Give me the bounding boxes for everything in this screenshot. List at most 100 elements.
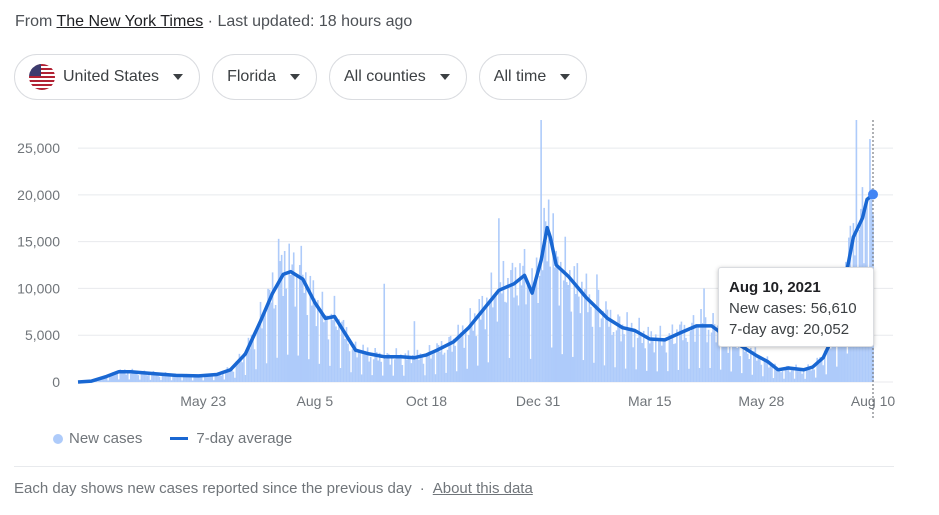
new-cases-bar bbox=[661, 345, 663, 382]
new-cases-bar bbox=[137, 375, 140, 382]
new-cases-bar bbox=[146, 375, 149, 382]
new-cases-bar bbox=[680, 321, 683, 382]
new-cases-bar bbox=[650, 331, 653, 382]
new-cases-bar bbox=[125, 374, 128, 382]
new-cases-bar bbox=[360, 374, 363, 382]
new-cases-bar bbox=[264, 309, 266, 382]
new-cases-bar bbox=[407, 350, 410, 382]
new-cases-bar bbox=[375, 352, 378, 382]
new-cases-bar bbox=[255, 369, 257, 382]
new-cases-bar bbox=[427, 353, 429, 382]
new-cases-bar bbox=[439, 351, 441, 382]
new-cases-bar bbox=[434, 374, 437, 382]
new-cases-bar bbox=[645, 370, 648, 382]
about-data-link[interactable]: About this data bbox=[432, 480, 533, 497]
new-cases-bar bbox=[486, 297, 488, 382]
new-cases-bar bbox=[280, 254, 283, 382]
new-cases-bar bbox=[575, 294, 577, 382]
new-cases-bar bbox=[368, 361, 370, 382]
new-cases-bar bbox=[673, 344, 675, 382]
time-range-filter[interactable]: All time bbox=[478, 54, 588, 100]
new-cases-bar bbox=[558, 305, 561, 382]
x-tick-label: May 23 bbox=[180, 393, 226, 409]
new-cases-bar bbox=[363, 351, 366, 382]
last-updated: · Last updated: 18 hours ago bbox=[207, 13, 413, 30]
new-cases-bar bbox=[790, 367, 793, 382]
new-cases-bar bbox=[504, 301, 506, 382]
new-cases-bar bbox=[784, 369, 787, 382]
new-cases-bar bbox=[728, 335, 731, 382]
new-cases-bar bbox=[203, 376, 206, 382]
new-cases-bar bbox=[775, 366, 778, 382]
x-tick-label: Mar 15 bbox=[628, 393, 672, 409]
new-cases-bar bbox=[763, 359, 766, 382]
new-cases-bar bbox=[279, 261, 281, 382]
new-cases-bar bbox=[178, 376, 180, 382]
county-filter[interactable]: All counties bbox=[328, 54, 467, 100]
x-tick-label: Aug 10 bbox=[851, 393, 896, 409]
new-cases-bar bbox=[418, 359, 420, 382]
county-filter-label: All counties bbox=[343, 68, 426, 85]
new-cases-bar bbox=[529, 358, 532, 382]
new-cases-bar bbox=[300, 245, 303, 382]
new-cases-bar bbox=[671, 324, 674, 382]
new-cases-bar bbox=[231, 366, 233, 382]
new-cases-bar bbox=[202, 380, 205, 382]
cases-chart[interactable]: 0 5,000 10,000 15,000 20,000 25,000 May 23 Aug … bbox=[0, 110, 939, 420]
new-cases-bar bbox=[219, 372, 221, 382]
new-cases-bar bbox=[324, 315, 327, 382]
source-publisher-link[interactable]: The New York Times bbox=[56, 13, 204, 30]
new-cases-bar bbox=[823, 350, 826, 382]
new-cases-bar bbox=[173, 373, 176, 382]
new-cases-bar bbox=[354, 341, 357, 382]
new-cases-bar bbox=[442, 354, 444, 382]
new-cases-bar bbox=[641, 343, 643, 382]
new-cases-bar bbox=[182, 376, 185, 382]
new-cases-bar bbox=[286, 354, 289, 382]
new-cases-bar bbox=[297, 355, 300, 382]
new-cases-bar bbox=[369, 356, 372, 382]
new-cases-bar bbox=[593, 362, 595, 382]
new-cases-bar bbox=[304, 272, 307, 382]
filter-bar: United States Florida All counties All t… bbox=[14, 54, 588, 100]
new-cases-bar bbox=[445, 372, 447, 382]
new-cases-bar bbox=[421, 357, 423, 382]
new-cases-bar bbox=[731, 343, 734, 382]
new-cases-bar bbox=[199, 377, 201, 382]
new-cases-bar bbox=[372, 359, 375, 382]
x-tick-label: Dec 31 bbox=[516, 393, 561, 409]
new-cases-bar bbox=[659, 325, 662, 382]
new-cases-legend-label: New cases bbox=[69, 430, 143, 447]
new-cases-bar bbox=[122, 370, 125, 382]
new-cases-bar bbox=[817, 363, 820, 382]
new-cases-bar bbox=[811, 365, 814, 382]
new-cases-bar bbox=[670, 339, 672, 382]
new-cases-bar bbox=[750, 347, 752, 382]
new-cases-bar bbox=[194, 375, 197, 382]
new-cases-bar bbox=[490, 272, 493, 382]
new-cases-bar bbox=[771, 363, 773, 382]
new-cases-bar bbox=[338, 319, 340, 382]
new-cases-bar bbox=[653, 352, 656, 382]
new-cases-bar bbox=[196, 375, 198, 382]
new-cases-bar bbox=[513, 297, 515, 382]
new-cases-bar bbox=[181, 380, 183, 382]
new-cases-bar bbox=[476, 365, 479, 382]
new-cases-bar bbox=[149, 379, 152, 382]
new-cases-bar bbox=[599, 327, 601, 382]
new-cases-bar bbox=[128, 379, 131, 382]
state-filter[interactable]: Florida bbox=[212, 54, 317, 100]
new-cases-bar bbox=[606, 309, 609, 382]
footer-separator: · bbox=[419, 480, 425, 497]
new-cases-bar bbox=[561, 354, 564, 382]
country-filter[interactable]: United States bbox=[14, 54, 201, 100]
new-cases-bar bbox=[541, 270, 544, 382]
new-cases-bar bbox=[562, 280, 565, 382]
new-cases-bar bbox=[796, 369, 799, 382]
new-cases-bar bbox=[410, 363, 413, 382]
new-cases-bar bbox=[498, 218, 500, 382]
new-cases-bar bbox=[185, 373, 188, 382]
new-cases-bar bbox=[416, 349, 419, 382]
new-cases-bar bbox=[163, 374, 165, 382]
new-cases-bar bbox=[489, 302, 491, 382]
